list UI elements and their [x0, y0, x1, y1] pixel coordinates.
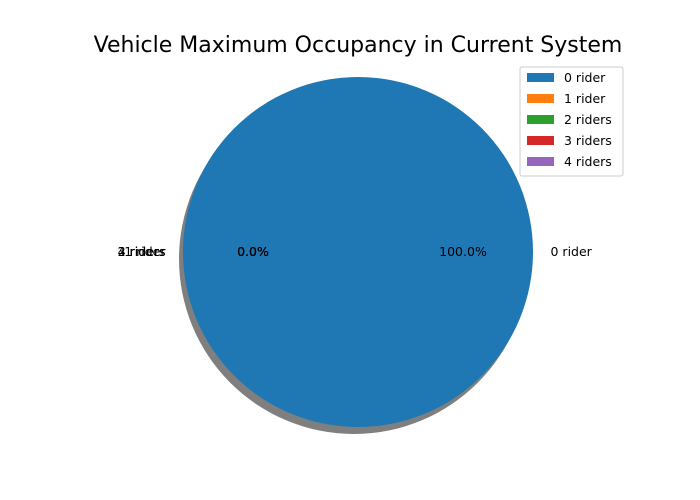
legend-label-4-riders: 4 riders: [564, 154, 612, 169]
pie-slices-layer: [183, 77, 533, 427]
legend-swatch-1-rider: [527, 94, 554, 103]
pie-slice-0-rider: [183, 77, 533, 427]
legend-label-3-riders: 3 riders: [564, 133, 612, 148]
legend-entries: 0 rider 1 rider 2 riders 3 riders 4 riders: [527, 70, 612, 169]
legend-swatch-3-riders: [527, 136, 554, 145]
legend-swatch-4-riders: [527, 157, 554, 166]
legend: 0 rider 1 rider 2 riders 3 riders 4 riders: [519, 66, 624, 177]
slice-label-1-rider: 1 rider: [124, 244, 166, 259]
chart-title: Vehicle Maximum Occupancy in Current Sys…: [94, 33, 623, 58]
slice-label-3-riders: 3 riders: [118, 244, 166, 259]
legend-label-1-rider: 1 rider: [564, 91, 606, 106]
legend-swatch-0-rider: [527, 73, 554, 82]
legend-label-0-rider: 0 rider: [564, 70, 606, 85]
slice-percent-2-riders: 0.0%: [237, 244, 269, 259]
slice-label-0-rider: 0 rider: [551, 244, 593, 259]
slice-percent-1-rider: 0.0%: [237, 244, 269, 259]
legend-swatch-2-riders: [527, 115, 554, 124]
slice-label-4-riders: 4 riders: [118, 244, 166, 259]
slice-percent-3-riders: 0.0%: [237, 244, 269, 259]
slice-label-2-riders: 2 riders: [118, 244, 166, 259]
slice-percent-0-rider: 100.0%: [439, 244, 487, 259]
slice-percent-4-riders: 0.0%: [237, 244, 269, 259]
legend-label-2-riders: 2 riders: [564, 112, 612, 127]
